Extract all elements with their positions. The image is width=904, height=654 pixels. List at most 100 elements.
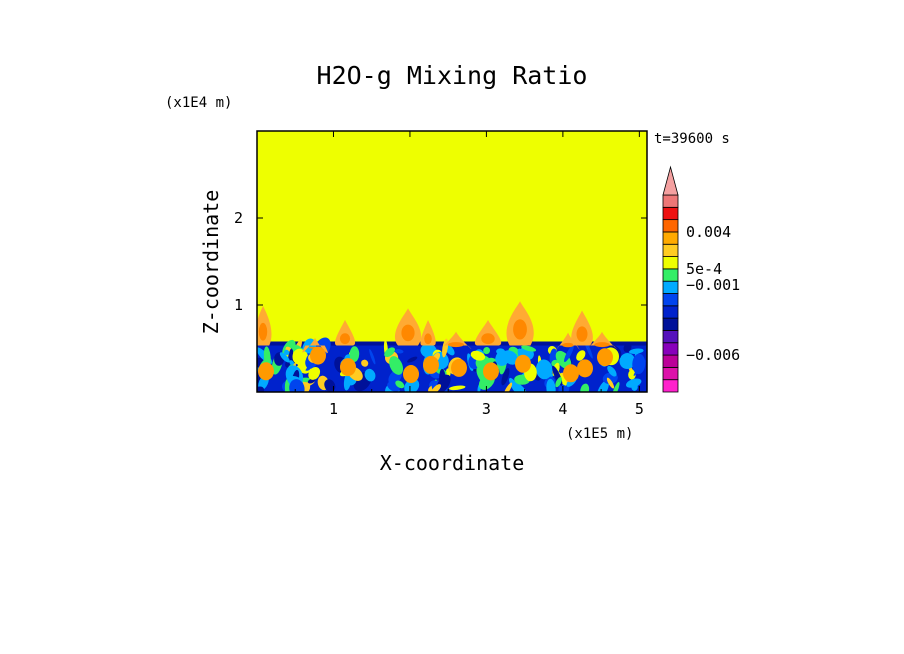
plume-core <box>576 326 588 342</box>
x-tick-label: 4 <box>558 400 567 418</box>
plume-base <box>563 364 579 383</box>
x-tick-label: 5 <box>635 400 644 418</box>
field-filament <box>501 368 510 386</box>
colorbar-segment <box>662 317 679 331</box>
field-filament <box>629 348 644 354</box>
colorbar-label: −0.001 <box>686 276 740 294</box>
plume-base <box>423 355 439 374</box>
chart-title: H2O-g Mixing Ratio <box>317 61 588 90</box>
plume-core <box>481 333 495 345</box>
plume-core <box>258 322 268 341</box>
plume-base <box>451 358 467 377</box>
field-filament <box>394 349 404 354</box>
plume-core <box>513 319 527 340</box>
field-filament <box>289 379 305 392</box>
x-scale-label: (x1E5 m) <box>566 426 633 442</box>
field-filament <box>448 385 466 391</box>
x-tick-label: 2 <box>405 400 414 418</box>
x-tick-label: 1 <box>329 400 338 418</box>
field-filament <box>502 350 519 365</box>
x-axis-label: X-coordinate <box>380 451 525 475</box>
field-filament <box>395 380 405 389</box>
field-filament <box>632 353 646 375</box>
colorbar-extend-arrow <box>662 165 679 196</box>
colorbar-segment <box>662 268 679 282</box>
field-filament <box>623 343 632 353</box>
colorbar-segment <box>662 206 679 221</box>
y-axis: 12 <box>234 209 647 314</box>
plume-base <box>515 354 531 373</box>
x-tick-label: 3 <box>482 400 491 418</box>
field-filament <box>628 369 636 380</box>
field-filament <box>606 377 615 389</box>
field-filament <box>292 348 307 365</box>
field-filament <box>384 347 395 358</box>
field-filament <box>555 377 562 388</box>
colorbar-segment <box>662 305 679 319</box>
plume-core <box>339 333 351 345</box>
field-filament <box>407 356 418 363</box>
field-filament <box>369 349 376 365</box>
field-filament <box>483 347 491 355</box>
field-filament <box>521 345 537 352</box>
colorbar: 0.004 5e-4−0.001 −0.006 <box>662 165 740 393</box>
plot-area <box>257 131 647 392</box>
plume-base <box>403 365 419 384</box>
colorbar-segment <box>662 280 679 294</box>
field-filament <box>349 346 360 363</box>
field-filament <box>257 386 265 392</box>
y-tick-label: 1 <box>234 296 243 314</box>
plot-frame <box>256 130 648 393</box>
colorbar-label: 0.004 <box>686 223 731 241</box>
colorbar-segment <box>662 293 679 307</box>
colorbar-segment <box>662 366 679 381</box>
colorbar-segment <box>662 354 679 368</box>
field-filament <box>580 383 590 392</box>
plume-base <box>483 362 499 381</box>
field-filament <box>546 378 556 392</box>
field-filament <box>361 359 369 367</box>
colorbar-label: −0.006 <box>686 346 740 364</box>
plume-base <box>258 362 274 381</box>
field-filament <box>308 366 321 380</box>
moisture-plume <box>302 337 328 354</box>
field-filament <box>364 368 376 382</box>
plume-core <box>562 342 574 348</box>
plume-core <box>424 333 432 345</box>
field-filament <box>389 356 404 375</box>
y-axis-label: Z-coordinate <box>199 190 223 335</box>
colorbar-segment <box>662 256 679 270</box>
colorbar-segment <box>662 330 679 344</box>
colorbar-segment <box>662 219 679 233</box>
field-filament <box>633 360 646 376</box>
field-filament <box>535 359 553 380</box>
field-filament <box>283 349 290 355</box>
field-filament <box>607 365 617 377</box>
field-filament <box>470 350 486 361</box>
field-filament <box>514 382 528 392</box>
field-filament <box>625 378 642 388</box>
colorbar-segment <box>662 243 679 257</box>
field-filament <box>564 344 574 363</box>
field-filament <box>619 353 635 369</box>
field-layer <box>257 301 647 392</box>
plume-core <box>594 342 610 348</box>
plume-core <box>401 324 415 342</box>
field-filament <box>404 378 420 392</box>
plume-base <box>597 348 613 367</box>
colorbar-segment <box>662 379 679 393</box>
field-filament <box>631 383 638 391</box>
plume-core <box>448 342 464 348</box>
field-filament <box>324 379 336 392</box>
field-filament <box>503 382 513 392</box>
plume-base <box>310 346 326 365</box>
field-filament <box>279 352 290 363</box>
field-filament <box>576 350 586 361</box>
plume-base <box>340 358 356 377</box>
x-axis: 1 2 3 4 5 <box>294 131 644 418</box>
colorbar-segment <box>662 231 679 245</box>
field-filament <box>431 384 442 392</box>
field-filament <box>596 380 609 392</box>
plume-base <box>577 359 593 378</box>
